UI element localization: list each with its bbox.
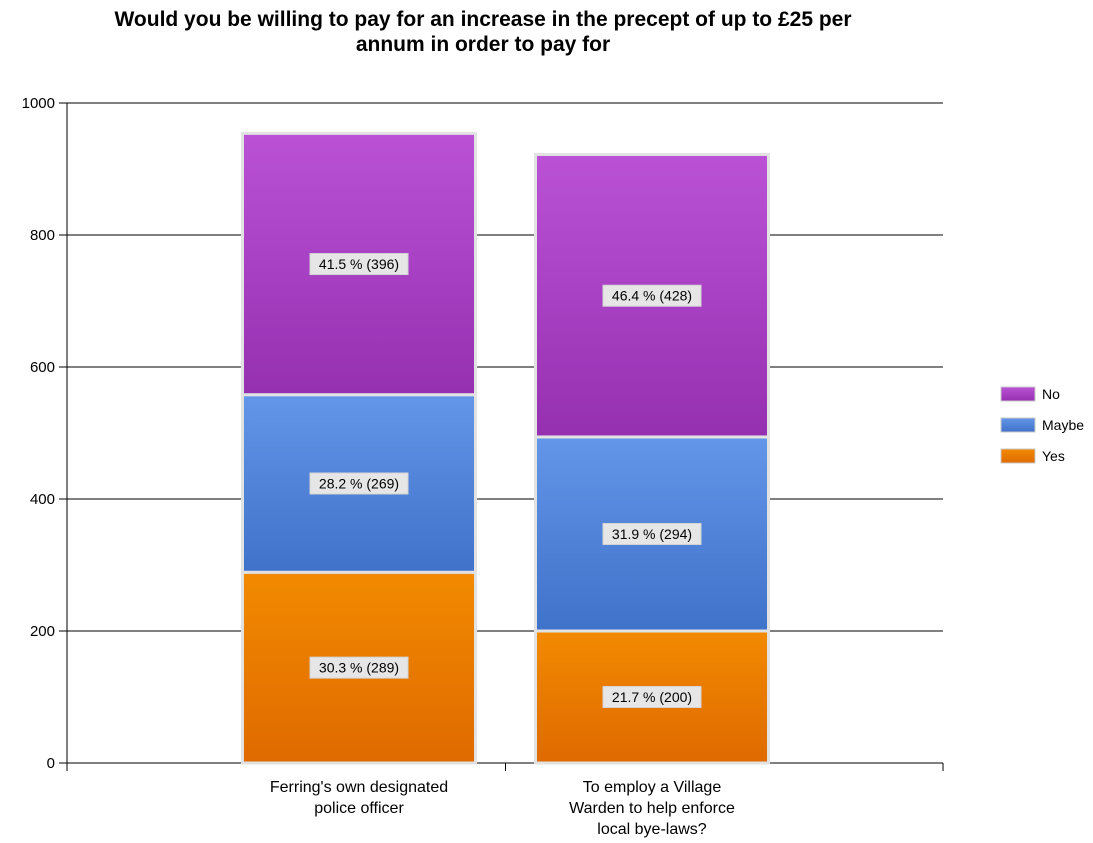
legend-swatch: [1000, 417, 1036, 433]
legend-swatch: [1000, 386, 1036, 402]
category-label: To employ a Village: [583, 779, 722, 796]
category-labels: Ferring's own designated police officer To…: [270, 779, 735, 838]
data-label-box: [309, 253, 409, 276]
y-tick-label: 800: [30, 227, 55, 244]
legend-label: No: [1042, 386, 1060, 402]
category-label: local bye-laws?: [597, 821, 706, 838]
y-tick-label: 1000: [22, 95, 55, 112]
data-label-box: [602, 686, 702, 708]
axes: 0 200 400 600 800 1000: [22, 95, 944, 772]
data-label: 21.7 % (200): [612, 689, 692, 705]
legend: No Maybe Yes: [1000, 386, 1084, 464]
category-label: Warden to help enforce: [569, 800, 735, 817]
legend-swatch: [1000, 448, 1036, 464]
data-label: 46.4 % (428): [612, 288, 692, 304]
data-labels: 30.3 % (289) 28.2 % (269) 41.5 % (396) 21.7…: [309, 253, 702, 708]
data-label: 31.9 % (294): [612, 526, 692, 542]
chart-title: Would you be willing to pay for an incre…: [114, 8, 851, 56]
legend-label: Maybe: [1042, 417, 1084, 433]
y-tick-label: 600: [30, 359, 55, 376]
data-label: 41.5 % (396): [319, 256, 399, 272]
y-tick-label: 400: [30, 491, 55, 508]
data-label: 28.2 % (269): [319, 475, 399, 491]
bars: [241, 131, 770, 765]
category-label: police officer: [314, 800, 404, 817]
data-label-box: [602, 284, 702, 307]
legend-label: Yes: [1042, 448, 1065, 464]
category-label: Ferring's own designated: [270, 779, 448, 796]
data-label-box: [309, 472, 409, 495]
y-tick-label: 200: [30, 623, 55, 640]
gridlines: [67, 102, 943, 632]
data-label: 30.3 % (289): [319, 660, 399, 676]
data-label-box: [602, 522, 702, 545]
chart-title-line: Would you be willing to pay for an incre…: [114, 8, 851, 31]
chart-title-line: annum in order to pay for: [356, 33, 610, 56]
data-label-box: [309, 656, 409, 679]
y-tick-label: 0: [47, 755, 55, 772]
